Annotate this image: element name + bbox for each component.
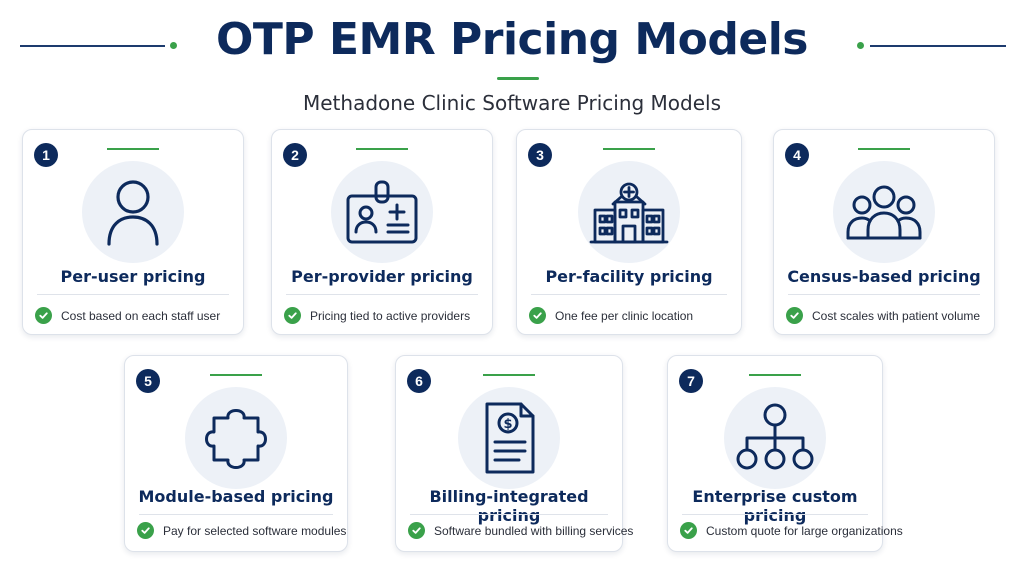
pricing-card-module: 5 Module-based pricing Pay for selected … — [124, 355, 348, 552]
card-feature-text: Pricing tied to active providers — [310, 308, 471, 323]
pricing-card-per-user: 1 Per-user pricing Cost based on each st… — [22, 129, 244, 335]
card-feature-text: Cost scales with patient volume — [812, 308, 981, 323]
card-number-badge: 6 — [407, 369, 431, 393]
card-accent-line — [603, 148, 655, 150]
card-feature: Cost scales with patient volume — [786, 307, 986, 324]
pricing-card-census: 4 Census-based pricing Cost scales with … — [773, 129, 995, 335]
pricing-card-enterprise: 7 Enterprise custom pricing Custom quote… — [667, 355, 903, 552]
org-chart-icon — [724, 387, 826, 489]
user-icon — [82, 161, 184, 263]
card-divider — [531, 294, 727, 295]
card-feature: Pricing tied to active providers — [284, 307, 484, 324]
page-title: OTP EMR Pricing Models — [216, 14, 808, 65]
card-accent-line — [107, 148, 159, 150]
header-right-line — [870, 45, 1006, 47]
card-divider — [788, 294, 980, 295]
card-number-badge: 2 — [283, 143, 307, 167]
check-icon — [680, 522, 697, 539]
card-number-badge: 5 — [136, 369, 160, 393]
card-accent-line — [483, 374, 535, 376]
check-icon — [137, 522, 154, 539]
card-feature-text: Pay for selected software modules — [163, 523, 347, 538]
card-number-badge: 4 — [785, 143, 809, 167]
card-divider — [286, 294, 478, 295]
card-feature-text: Software bundled with billing services — [434, 523, 634, 538]
check-icon — [284, 307, 301, 324]
card-accent-line — [210, 374, 262, 376]
svg-text:$: $ — [503, 417, 512, 432]
card-title: Per-user pricing — [60, 267, 206, 286]
card-feature-text: One fee per clinic location — [555, 308, 694, 323]
card-feature: Software bundled with billing services — [408, 522, 633, 539]
title-underline — [497, 77, 539, 80]
id-badge-icon — [331, 161, 433, 263]
card-feature-text: Cost based on each staff user — [61, 308, 221, 323]
check-icon — [35, 307, 52, 324]
hospital-building-icon — [578, 161, 680, 263]
card-divider — [682, 514, 868, 515]
card-number-badge: 7 — [679, 369, 703, 393]
group-icon — [833, 161, 935, 263]
pricing-card-per-facility: 3 Per-facility pricing One fee per clini… — [516, 129, 742, 335]
card-feature: Cost based on each staff user — [35, 307, 235, 324]
card-number-badge: 3 — [528, 143, 552, 167]
header-left-line — [20, 45, 165, 47]
page-subtitle: Methadone Clinic Software Pricing Models — [302, 91, 722, 115]
card-feature-text: Custom quote for large organizations — [706, 523, 903, 538]
pricing-card-billing: 6 $ Billing-integrated pricing Software … — [395, 355, 633, 552]
card-feature: Custom quote for large organizations — [680, 522, 903, 539]
card-accent-line — [749, 374, 801, 376]
header-right-dot — [857, 42, 864, 49]
card-divider — [139, 514, 333, 515]
check-icon — [529, 307, 546, 324]
card-number-badge: 1 — [34, 143, 58, 167]
pricing-card-per-provider: 2 Per-provider pricing Pricing tied to a… — [271, 129, 493, 335]
puzzle-piece-icon — [185, 387, 287, 489]
card-title: Per-provider pricing — [291, 267, 473, 286]
check-icon — [786, 307, 803, 324]
card-feature: Pay for selected software modules — [137, 522, 346, 539]
card-accent-line — [356, 148, 408, 150]
invoice-dollar-icon: $ — [458, 387, 560, 489]
card-title: Enterprise custom pricing — [692, 487, 858, 525]
card-divider — [410, 514, 608, 515]
card-title: Module-based pricing — [138, 487, 334, 506]
card-title: Per-facility pricing — [545, 267, 713, 286]
card-accent-line — [858, 148, 910, 150]
card-divider — [37, 294, 229, 295]
card-feature: One fee per clinic location — [529, 307, 733, 324]
header-left-dot — [170, 42, 177, 49]
card-title: Billing-integrated pricing — [429, 487, 589, 525]
check-icon — [408, 522, 425, 539]
card-title: Census-based pricing — [787, 267, 981, 286]
